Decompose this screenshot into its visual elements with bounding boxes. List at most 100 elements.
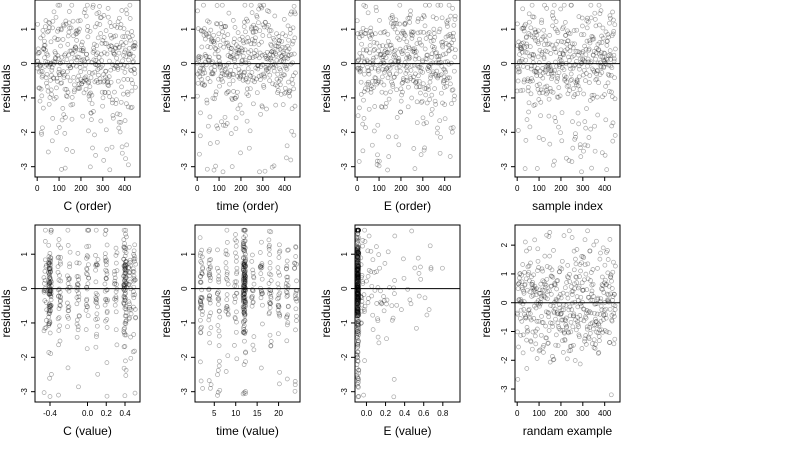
- data-point: [560, 327, 566, 333]
- data-point: [374, 40, 380, 46]
- data-point: [65, 227, 71, 233]
- data-point: [234, 356, 240, 362]
- data-point: [584, 38, 590, 44]
- data-point: [570, 119, 575, 124]
- data-point: [355, 287, 361, 292]
- data-point: [242, 313, 248, 319]
- data-point: [548, 283, 554, 289]
- x-tick-label: 300: [576, 184, 590, 193]
- data-point: [207, 114, 213, 120]
- data-point: [285, 293, 291, 298]
- data-point: [122, 297, 127, 303]
- data-point: [200, 386, 205, 391]
- data-point: [379, 301, 384, 307]
- data-point: [569, 292, 575, 297]
- data-point: [93, 317, 99, 322]
- data-point: [578, 145, 583, 150]
- data-point: [241, 362, 247, 367]
- data-point: [219, 71, 225, 76]
- data-point: [128, 37, 133, 43]
- data-point: [520, 49, 525, 55]
- data-point: [355, 309, 360, 314]
- data-point: [93, 297, 99, 303]
- data-point: [55, 2, 61, 8]
- data-point: [48, 259, 54, 264]
- data-point: [284, 266, 289, 271]
- data-point: [608, 392, 614, 398]
- data-point: [358, 92, 364, 97]
- data-point: [612, 336, 618, 342]
- data-point: [294, 313, 299, 319]
- data-point: [198, 325, 204, 331]
- data-point: [611, 259, 616, 265]
- data-point: [519, 318, 525, 324]
- data-point: [522, 312, 527, 317]
- data-point: [605, 270, 611, 276]
- data-point: [293, 306, 299, 312]
- data-point: [64, 147, 70, 152]
- y-tick-label: -3: [20, 388, 29, 396]
- data-point: [292, 35, 298, 41]
- data-point: [378, 299, 384, 305]
- data-point: [541, 56, 547, 61]
- data-point: [215, 21, 220, 27]
- data-point: [204, 166, 210, 172]
- data-point: [355, 374, 360, 380]
- data-point: [85, 34, 91, 40]
- data-point: [94, 323, 100, 329]
- data-point: [408, 8, 413, 14]
- data-point: [560, 290, 566, 296]
- data-point: [411, 74, 416, 80]
- data-point: [46, 321, 51, 327]
- data-point: [84, 51, 89, 57]
- data-point: [103, 28, 109, 33]
- data-point: [530, 60, 536, 65]
- data-point: [62, 86, 68, 92]
- data-point: [65, 243, 71, 248]
- data-point: [214, 21, 219, 27]
- data-point: [47, 321, 52, 327]
- data-point: [239, 110, 245, 116]
- data-point: [391, 75, 397, 80]
- data-point: [561, 329, 567, 335]
- data-point: [363, 125, 368, 130]
- data-point: [277, 312, 283, 318]
- data-point: [553, 49, 559, 55]
- data-point: [529, 274, 534, 280]
- data-point: [581, 32, 587, 37]
- data-point: [47, 268, 53, 274]
- data-point: [113, 294, 119, 300]
- data-point: [606, 53, 611, 59]
- data-point: [354, 321, 360, 326]
- data-point: [354, 285, 360, 290]
- data-point: [101, 158, 107, 163]
- data-point: [610, 138, 616, 144]
- data-point: [88, 75, 94, 81]
- data-point: [242, 318, 248, 323]
- data-point: [355, 246, 361, 252]
- data-point: [590, 326, 596, 332]
- data-point: [544, 335, 549, 341]
- y-tick-label: -2: [180, 128, 189, 136]
- data-point: [548, 320, 553, 326]
- data-point: [251, 274, 256, 279]
- data-point: [600, 329, 606, 335]
- data-point: [242, 245, 248, 251]
- data-point: [596, 334, 602, 339]
- data-point: [355, 276, 361, 282]
- data-point: [355, 285, 360, 291]
- data-point: [67, 249, 73, 255]
- data-point: [55, 316, 61, 322]
- data-point: [230, 78, 236, 84]
- data-point: [57, 2, 63, 8]
- data-point: [238, 69, 244, 75]
- data-point: [572, 136, 578, 142]
- data-point: [208, 385, 213, 391]
- data-point: [63, 93, 69, 99]
- data-point: [77, 65, 83, 70]
- data-point: [294, 278, 299, 284]
- data-point: [70, 62, 76, 68]
- data-point: [374, 269, 379, 275]
- data-point: [528, 32, 533, 38]
- data-point: [241, 325, 246, 330]
